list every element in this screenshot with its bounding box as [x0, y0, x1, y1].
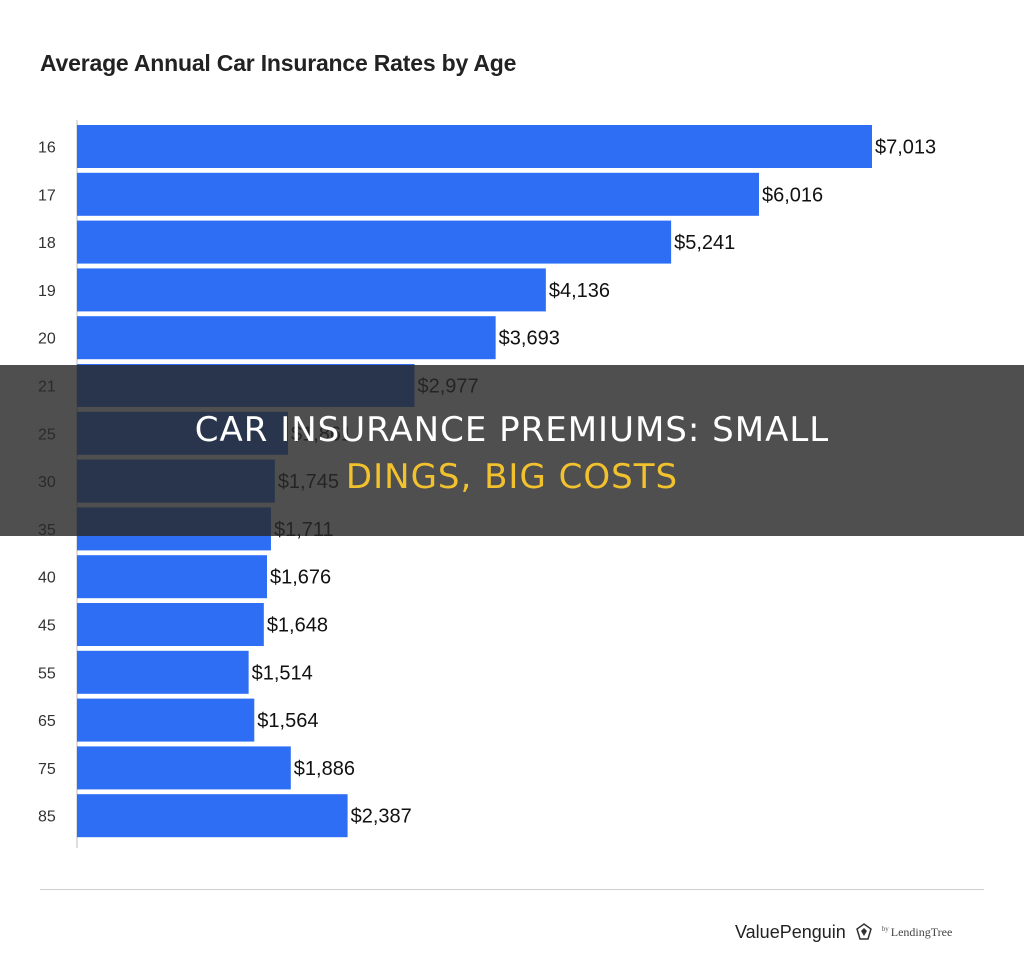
- bar-value-label: $6,016: [762, 184, 823, 206]
- bar-value-label: $1,676: [270, 567, 331, 589]
- bar-age-16: [77, 125, 872, 168]
- brand-footer[interactable]: ValuePenguin by LendingTree: [735, 920, 952, 944]
- bar-value-label: $1,886: [294, 758, 355, 780]
- y-tick-label: 40: [38, 570, 56, 587]
- bar-value-label: $1,564: [257, 710, 318, 732]
- y-tick-label: 18: [38, 235, 56, 252]
- brand-name: ValuePenguin: [735, 921, 846, 942]
- bar-value-label: $7,013: [875, 137, 936, 159]
- bar-age-65: [77, 698, 255, 742]
- brand-partner-name: LendingTree: [890, 924, 953, 939]
- bar-age-55: [77, 650, 249, 694]
- y-tick-label: 85: [38, 809, 56, 826]
- bar-age-19: [77, 268, 546, 312]
- y-tick-label: 75: [38, 761, 56, 778]
- bar-age-40: [77, 555, 267, 599]
- y-tick-label: 65: [38, 713, 56, 730]
- brand-partner: by LendingTree: [882, 925, 953, 940]
- y-tick-label: 19: [38, 283, 56, 300]
- bar-value-label: $5,241: [674, 232, 735, 254]
- bar-value-label: $2,387: [351, 806, 412, 828]
- y-tick-label: 17: [38, 187, 56, 204]
- bar-age-45: [77, 603, 264, 646]
- bar-age-85: [77, 794, 348, 838]
- bar-age-17: [77, 172, 759, 216]
- y-tick-label: 55: [38, 665, 56, 682]
- bar-age-18: [77, 220, 672, 264]
- bar-age-20: [77, 316, 496, 360]
- bar-value-label: $1,514: [252, 662, 313, 684]
- y-tick-label: 16: [38, 140, 56, 157]
- brand-by: by: [881, 924, 889, 933]
- overlay-headline-line1: CAR INSURANCE PREMIUMS: SMALL: [194, 410, 830, 450]
- title-overlay-band: [0, 365, 1024, 536]
- bar-value-label: $3,693: [499, 328, 560, 350]
- footer-divider: [40, 889, 984, 890]
- chart-title: Average Annual Car Insurance Rates by Ag…: [40, 50, 517, 76]
- bar-value-label: $1,648: [267, 615, 328, 637]
- y-tick-label: 45: [38, 618, 56, 635]
- penguin-logo-icon: [855, 923, 872, 940]
- bar-value-label: $4,136: [549, 280, 610, 302]
- y-tick-label: 20: [38, 331, 56, 348]
- overlay-headline-line2: DINGS, BIG COSTS: [345, 457, 679, 497]
- bar-age-75: [77, 746, 291, 790]
